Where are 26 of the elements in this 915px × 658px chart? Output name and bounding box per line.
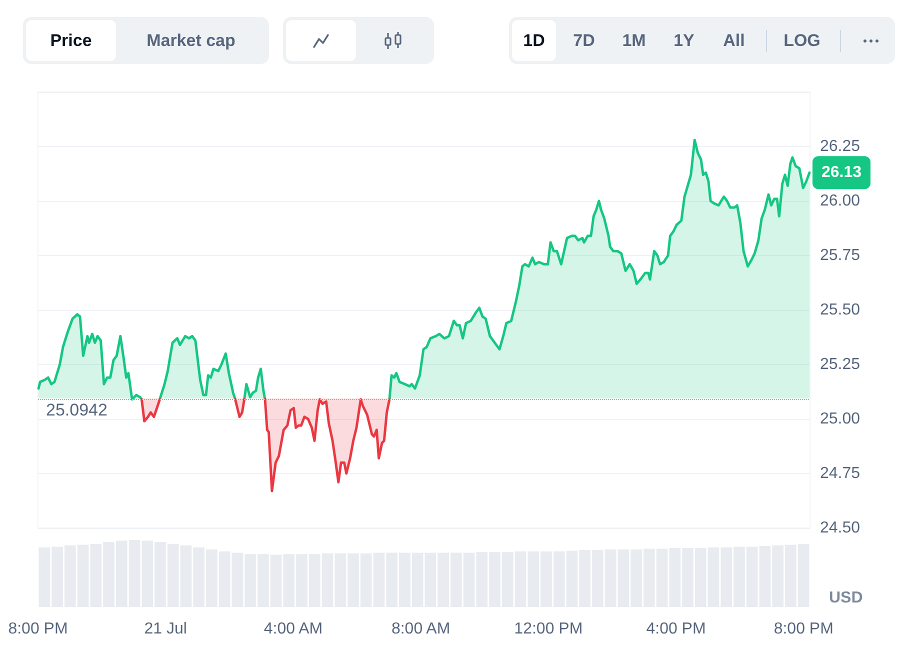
- x-tick-label: 21 Jul: [144, 620, 187, 638]
- y-tick-label: 26.25: [820, 138, 860, 155]
- y-tick-label: 25.50: [820, 302, 860, 318]
- ref-line-label: 25.0942: [46, 400, 108, 420]
- y-tick-label: 25.75: [820, 247, 860, 264]
- y-tick-label: 24.75: [820, 465, 860, 482]
- range-button[interactable]: 1M: [612, 20, 656, 61]
- annotation: 26.13: [821, 164, 862, 182]
- x-tick-label: 8:00 AM: [391, 620, 450, 638]
- range-button[interactable]: 7D: [562, 20, 606, 61]
- tab-button[interactable]: Price: [26, 20, 116, 61]
- x-tick-label: 4:00 AM: [264, 620, 323, 638]
- range-button[interactable]: 1Y: [662, 20, 706, 61]
- y-tick-label: 25.25: [820, 356, 860, 373]
- tab-button[interactable]: Market cap: [116, 20, 266, 61]
- x-tick-label: 8:00 PM: [8, 620, 68, 638]
- x-tick-label: 12:00 PM: [514, 620, 583, 638]
- x-tick-label: 4:00 PM: [646, 620, 706, 638]
- range-button[interactable]: All: [712, 20, 756, 61]
- y-axis-title: USD: [829, 590, 863, 606]
- x-tick-label: 8:00 PM: [774, 620, 834, 638]
- y-tick-label: 25.00: [820, 410, 860, 428]
- y-tick-label: 24.50: [820, 520, 860, 536]
- y-tick-label: 26.00: [820, 192, 860, 210]
- range-button[interactable]: 1D: [512, 20, 556, 61]
- range-button[interactable]: LOG: [776, 20, 828, 61]
